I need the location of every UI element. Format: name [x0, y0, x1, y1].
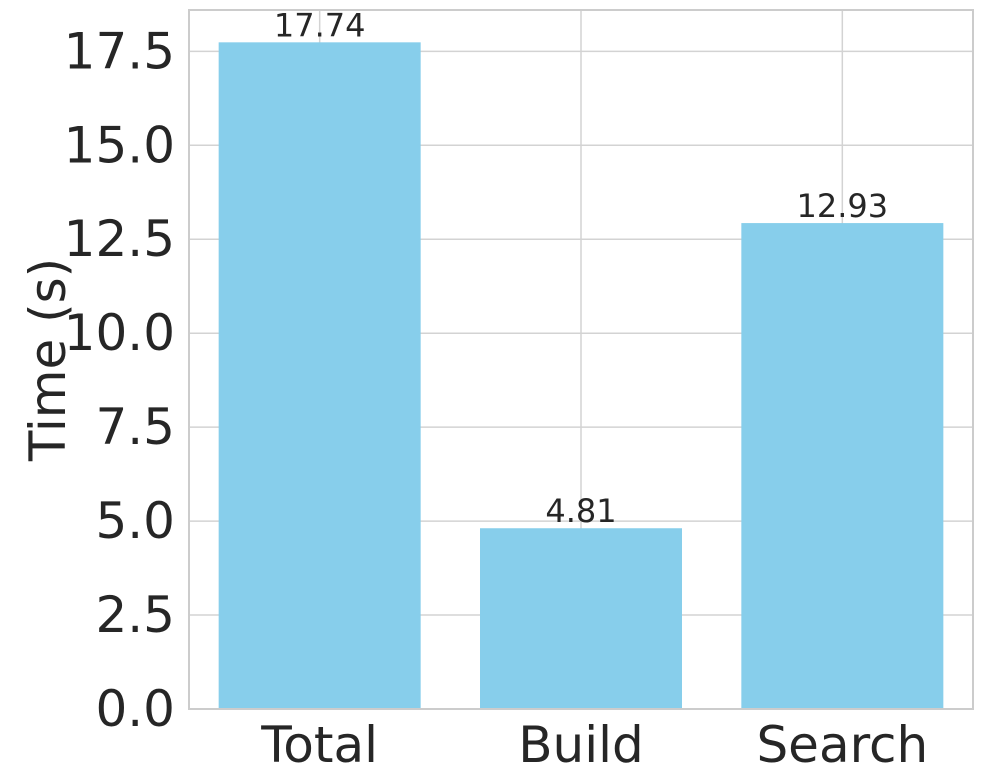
bar-value-label: 12.93 — [797, 187, 889, 225]
y-tick-label: 17.5 — [64, 22, 175, 80]
y-tick-label: 0.0 — [95, 680, 175, 738]
bar-value-label: 4.81 — [545, 492, 616, 530]
y-tick-label: 5.0 — [95, 492, 175, 550]
y-axis-label: Time (s) — [19, 258, 77, 462]
bars — [218, 42, 944, 710]
bar-value-label: 17.74 — [274, 6, 366, 44]
y-tick-label: 7.5 — [95, 398, 175, 456]
y-tick-label: 2.5 — [95, 586, 175, 644]
y-tick-label: 12.5 — [64, 210, 175, 268]
data-labels: 17.74 4.81 12.93 — [274, 6, 888, 530]
bar-build — [480, 528, 682, 709]
x-tick-labels: Total Build Search — [260, 716, 928, 774]
axes-frame — [188, 9, 974, 710]
bar-total — [218, 42, 421, 710]
y-tick-label: 10.0 — [64, 304, 175, 362]
x-tick-label: Total — [260, 716, 378, 774]
y-tick-labels: 0.0 2.5 5.0 7.5 10.0 12.5 15.0 17.5 — [64, 22, 175, 738]
y-tick-label: 15.0 — [64, 116, 175, 174]
x-tick-label: Search — [756, 716, 928, 774]
x-tick-label: Build — [518, 716, 644, 774]
bar-search — [741, 223, 944, 709]
